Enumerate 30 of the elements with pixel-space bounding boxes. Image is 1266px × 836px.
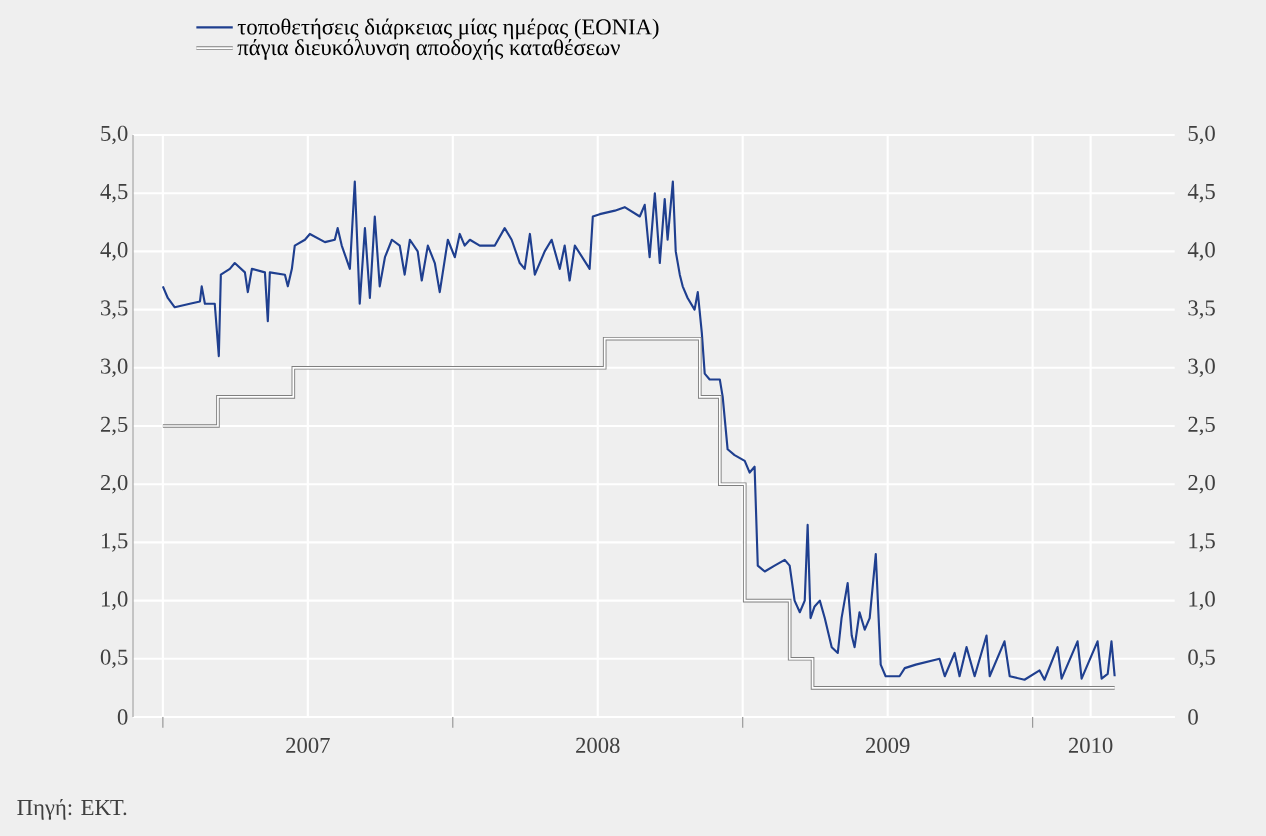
y2-tick-label: 3,5 <box>1188 300 1215 319</box>
legend-label: πάγια διευκόλυνση αποδοχής καταθέσεων <box>237 39 620 60</box>
x-tick-label: 2007 <box>286 737 330 754</box>
y2-tick-label: 4,5 <box>1187 184 1215 203</box>
legend-label: τοποθετήσεις διάρκειας μίας ημέρας (EONIA) <box>237 18 659 40</box>
y2-tick-label: 4,0 <box>1187 242 1215 261</box>
x-tick-label: 2009 <box>865 737 910 754</box>
y-tick-label: 1,5 <box>101 533 128 552</box>
y2-tick-label: 2,5 <box>1188 416 1215 436</box>
y2-tick-label: 2,0 <box>1188 474 1215 494</box>
y-tick-label: 3,5 <box>101 300 128 319</box>
y-tick-label: 3,0 <box>101 358 128 378</box>
y2-tick-label: 1,5 <box>1189 533 1215 552</box>
y-tick-label: 5,0 <box>101 125 128 145</box>
y-tick-label: 2,0 <box>100 474 128 494</box>
y2-tick-label: 1,0 <box>1189 591 1215 610</box>
line-series <box>161 180 1116 681</box>
x-tick-label: 2010 <box>1068 737 1113 754</box>
x-tick-label: 2008 <box>576 737 620 754</box>
y-tick-label: 0 <box>117 709 128 725</box>
y2-tick-label: 0,5 <box>1188 649 1215 669</box>
y-tick-label: 4,0 <box>100 242 128 261</box>
y2-tick-label: 5,0 <box>1188 125 1215 145</box>
y-tick-label: 1,0 <box>101 591 128 610</box>
y2-tick-label: 0 <box>1188 709 1198 725</box>
text: Πηγή: ΕΚΤ. <box>17 798 127 820</box>
y2-tick-label: 3,0 <box>1188 358 1215 378</box>
y-tick-label: 2,5 <box>100 416 128 436</box>
y-tick-label: 4,5 <box>100 184 128 203</box>
y-tick-label: 0,5 <box>100 649 128 669</box>
